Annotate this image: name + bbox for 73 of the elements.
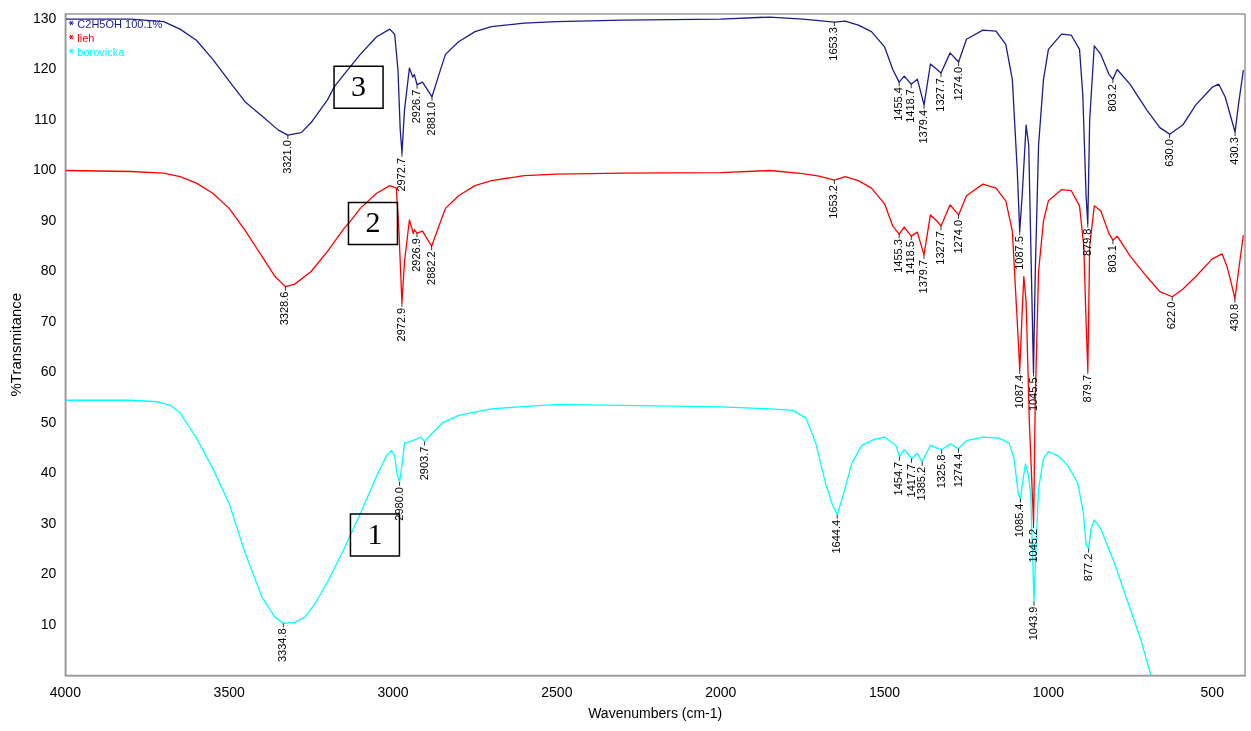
- x-tick-label: 3000: [377, 683, 409, 700]
- x-tick-label: 1000: [1032, 683, 1065, 700]
- annotation: 1653.3: [827, 27, 840, 61]
- annotation: 3: [351, 69, 367, 103]
- annotation: 1379.4: [917, 109, 930, 144]
- y-axis-title: %Transmitance: [7, 292, 25, 397]
- annotation: 879.8: [1080, 228, 1093, 257]
- legend-label: borovicka: [77, 46, 126, 59]
- annotation: 622.0: [1165, 301, 1178, 330]
- x-tick-label: 500: [1200, 683, 1225, 700]
- x-tick-label: 2500: [541, 683, 573, 700]
- annotation: 877.2: [1081, 553, 1094, 582]
- y-tick-label: 130: [33, 9, 57, 26]
- annotation: 1045.5: [1026, 377, 1039, 412]
- annotation: 3321.0: [280, 140, 293, 174]
- annotation: 1087.4: [1012, 374, 1025, 409]
- annotation: 2926.9: [410, 238, 423, 272]
- annotation: 1418.5: [904, 241, 917, 275]
- annotation: 2: [365, 205, 381, 239]
- annotation: 2926.7: [410, 89, 423, 124]
- annotation: 1043.9: [1027, 606, 1040, 641]
- annotation: 1385.2: [915, 466, 928, 501]
- legend-label: C2H5OH 100.1%: [77, 18, 163, 31]
- annotation: 1274.0: [951, 66, 964, 101]
- annotation: 803.1: [1105, 245, 1118, 273]
- annotation: 3328.6: [278, 291, 291, 326]
- y-tick-label: 30: [40, 514, 57, 531]
- y-tick-label: 100: [33, 161, 57, 178]
- annotation: 1274.4: [951, 453, 964, 488]
- annotation: 3334.8: [276, 628, 289, 663]
- x-axis-title: Wavenumbers (cm-1): [588, 705, 723, 722]
- y-tick-label: 10: [40, 615, 57, 632]
- annotation: 879.7: [1080, 374, 1093, 403]
- annotation: 803.2: [1105, 84, 1118, 112]
- y-tick-label: 70: [40, 312, 57, 329]
- annotation: 1455.3: [892, 239, 905, 273]
- annotation: 1417.7: [904, 463, 917, 498]
- annotation: 1325.8: [934, 454, 947, 489]
- annotation: 1045.2: [1026, 528, 1039, 563]
- annotation: 1087.5: [1012, 236, 1025, 270]
- annotation: 630.0: [1162, 139, 1175, 167]
- annotation: 1274.0: [951, 219, 964, 254]
- y-tick-label: 90: [40, 211, 57, 228]
- annotation: 1327.7: [934, 78, 947, 112]
- annotation: 1454.7: [892, 461, 905, 496]
- annotation: 430.8: [1227, 303, 1240, 332]
- annotation: 1085.4: [1013, 503, 1026, 538]
- y-tick-label: 50: [40, 413, 57, 430]
- x-tick-label: 2000: [705, 683, 737, 700]
- annotation: 1455.4: [892, 87, 905, 121]
- y-tick-label: 110: [34, 110, 57, 127]
- annotation: 2882.2: [424, 251, 437, 285]
- annotation: 2881.0: [425, 101, 438, 136]
- y-tick-label: 20: [40, 565, 57, 582]
- legend-label: lieh: [77, 32, 95, 45]
- annotation: 1418.7: [904, 89, 917, 123]
- annotation: 430.3: [1228, 137, 1241, 165]
- annotation: 1: [367, 516, 383, 550]
- annotation: 1379.7: [917, 259, 929, 294]
- x-tick-label: 4000: [49, 683, 82, 700]
- x-tick-label: 1500: [868, 683, 901, 700]
- y-tick-label: 80: [40, 262, 57, 279]
- annotation: 1644.4: [830, 519, 843, 554]
- annotation: 2972.7: [395, 157, 408, 192]
- annotation: 2903.7: [417, 446, 430, 481]
- y-tick-label: 60: [40, 363, 57, 380]
- annotation: 1653.2: [827, 185, 840, 219]
- annotation: 2972.9: [394, 307, 407, 342]
- x-tick-label: 3500: [213, 683, 245, 700]
- annotation: 2980.0: [392, 487, 405, 521]
- y-tick-label: 120: [33, 60, 57, 77]
- annotation: 1327.7: [934, 231, 947, 265]
- y-tick-label: 40: [40, 464, 57, 481]
